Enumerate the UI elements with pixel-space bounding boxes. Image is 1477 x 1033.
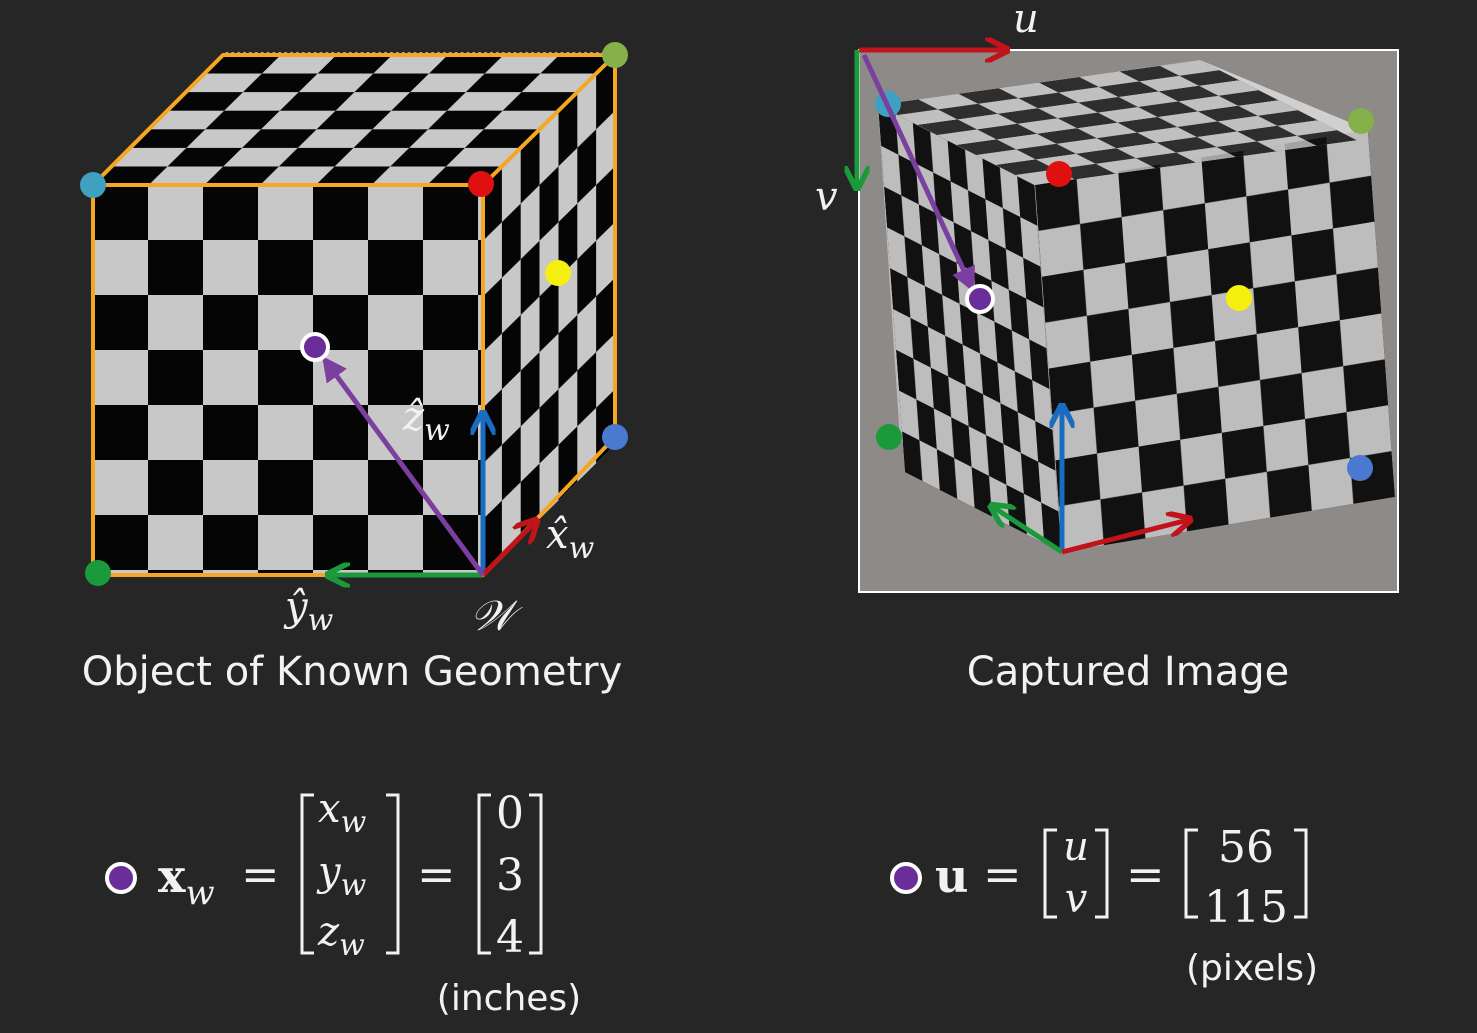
equation-pixel-marker — [890, 862, 922, 894]
z-axis-label: ẑw — [402, 394, 450, 448]
value-x: 0 — [496, 788, 524, 839]
corner-dot-olive — [602, 42, 628, 68]
y-axis-label: ŷw — [283, 584, 334, 638]
image-x-axis-arrow — [1061, 520, 1188, 555]
photo-cube-right-face — [1035, 129, 1395, 553]
vec-x-entry: xw — [318, 786, 367, 840]
image-dot-blue — [1347, 455, 1373, 481]
xw-symbol: xw — [158, 849, 215, 913]
v-axis-label: v — [815, 174, 838, 220]
vec-v-entry: v — [1065, 876, 1088, 922]
vec-z-entry: zw — [317, 909, 365, 963]
pixel-point-equation: u = u v = 56 115 (pixels) — [890, 822, 1318, 989]
world-point — [300, 332, 330, 362]
cube-top-face-pattern — [93, 55, 615, 185]
value-v: 115 — [1204, 882, 1288, 933]
pixels-unit: (pixels) — [1186, 948, 1318, 989]
u-axis-label: u — [1013, 0, 1039, 42]
image-dot-olive — [1348, 108, 1374, 134]
image-y-axis-arrow — [993, 507, 1064, 555]
bracket-right-close — [529, 793, 543, 955]
equation-point-marker — [105, 862, 137, 894]
uv-bracket-open — [1043, 828, 1057, 919]
equals-1: = — [241, 847, 280, 901]
uv-bracket-close — [1095, 828, 1109, 919]
photo-cube-top-face — [878, 60, 1368, 185]
corner-dot-cyan — [80, 172, 106, 198]
value-u: 56 — [1218, 822, 1274, 873]
equals-3: = — [983, 847, 1022, 901]
value-y: 3 — [496, 850, 524, 901]
cube-front-face — [93, 185, 483, 575]
point-vector-arrow — [322, 355, 486, 577]
image-dot-red — [1046, 161, 1072, 187]
right-caption: Captured Image — [967, 649, 1289, 695]
photo-cube-left-face — [878, 105, 1062, 553]
inches-unit: (inches) — [437, 978, 581, 1019]
cube-right-face — [483, 55, 616, 575]
value-bracket-open — [1184, 828, 1198, 919]
x-axis-arrow — [481, 522, 535, 577]
cube-diagram: ẑw x̂w ŷw 𝒲 Object of Known Geometry — [80, 42, 628, 695]
corner-dot-red — [468, 171, 494, 197]
captured-image: u v Captured Image — [815, 0, 1399, 695]
bracket-left-close — [386, 793, 400, 955]
pixel-vector-arrow — [861, 53, 975, 293]
left-caption: Object of Known Geometry — [82, 649, 623, 695]
image-dot-green — [876, 424, 902, 450]
value-z: 4 — [496, 912, 524, 963]
image-point — [965, 284, 995, 314]
vec-u-entry: u — [1063, 824, 1089, 870]
corner-dot-green — [85, 560, 111, 586]
bracket-left-open — [300, 793, 314, 955]
world-point-equation: xw = xw yw zw = 0 3 4 (inches) — [105, 786, 581, 1019]
vec-y-entry: yw — [316, 849, 367, 903]
corner-dot-blue — [602, 424, 628, 450]
face-dot-yellow — [545, 260, 571, 286]
image-dot-yellow — [1226, 285, 1252, 311]
equals-2: = — [417, 847, 456, 901]
x-axis-label: x̂w — [546, 512, 595, 566]
value-bracket-close — [1294, 828, 1308, 919]
world-origin-label: 𝒲 — [470, 591, 523, 640]
u-symbol: u — [935, 849, 968, 903]
bracket-right-open — [477, 793, 491, 955]
equals-4: = — [1126, 847, 1165, 901]
